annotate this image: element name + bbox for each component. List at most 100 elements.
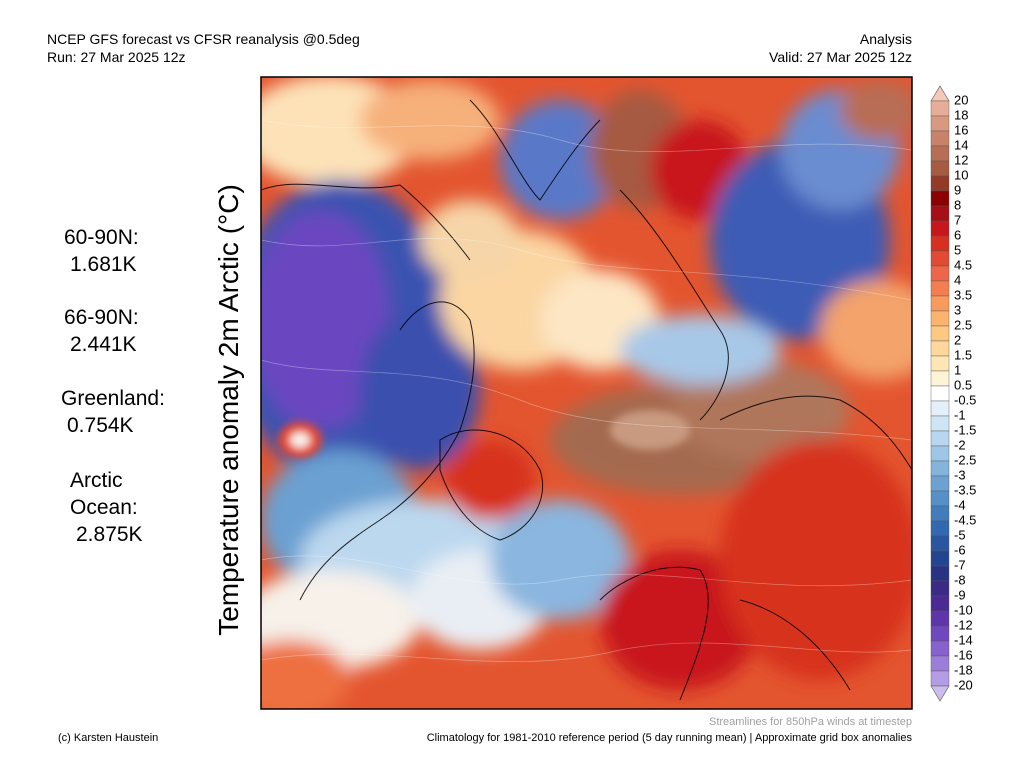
colorbar-segment [930,580,950,597]
colorbar-label: 2.5 [954,317,972,332]
colorbar-label: -5 [954,527,966,542]
colorbar-label: -4 [954,497,966,512]
colorbar-label: -18 [954,662,973,677]
colorbar-label: -7 [954,557,966,572]
colorbar-label: -16 [954,647,973,662]
colorbar-segment [930,310,950,327]
map-frame [260,76,913,710]
colorbar-cap [930,685,950,702]
colorbar-segment [930,250,950,267]
colorbar-segment [930,370,950,387]
colorbar-segment [930,670,950,687]
colorbar-segment [930,595,950,612]
colorbar-segment [930,385,950,402]
colorbar-label: 8 [954,197,961,212]
colorbar-segment [930,340,950,357]
stat-label: Greenland: [61,387,165,410]
colorbar-label: -10 [954,602,973,617]
stat-label: 60-90N: [64,226,139,249]
colorbar-segment [930,460,950,477]
colorbar-segment [930,610,950,627]
colorbar-label: -8 [954,572,966,587]
colorbar-segment [930,415,950,432]
stat-value: 0.754K [67,414,134,437]
colorbar-label: 4 [954,272,961,287]
colorbar-label: 1.5 [954,347,972,362]
colorbar-segment [930,325,950,342]
credit: (c) Karsten Haustein [58,732,158,744]
stat-value: 1.681K [70,253,137,276]
colorbar-segment [930,190,950,207]
colorbar-segment [930,400,950,417]
colorbar-label: -1 [954,407,966,422]
title: NCEP GFS forecast vs CFSR reanalysis @0.… [47,31,360,47]
colorbar-label: 16 [954,122,968,137]
colorbar-segment [930,145,950,162]
colorbar-label: 18 [954,107,968,122]
colorbar-label: -0.5 [954,392,976,407]
stat-value: 2.875K [76,523,143,546]
colorbar-label: -12 [954,617,973,632]
stats: 60-90N: 1.681K 66-90N: 2.441K Greenland: 0.75… [61,226,165,546]
colorbar-label: -2.5 [954,452,976,467]
streamline-note: Streamlines for 850hPa winds at timestep [709,716,912,728]
colorbar-segment [930,625,950,642]
colorbar-label: 4.5 [954,257,972,272]
colorbar-segment [930,100,950,117]
colorbar-segment [930,130,950,147]
colorbar-label: -4.5 [954,512,976,527]
colorbar-segment [930,265,950,282]
colorbar-segment [930,160,950,177]
colorbar-segment [930,205,950,222]
colorbar-label: -9 [954,587,966,602]
colorbar-segment [930,520,950,537]
colorbar-label: 5 [954,242,961,257]
colorbar-segment [930,550,950,567]
mode: Analysis [860,31,912,47]
stat-label: Ocean: [70,496,138,519]
colorbar-label: 10 [954,167,968,182]
colorbar-segment [930,490,950,507]
colorbar-label: -1.5 [954,422,976,437]
colorbar-label: 6 [954,227,961,242]
colorbar-label: 3.5 [954,287,972,302]
colorbar-label: 9 [954,182,961,197]
colorbar-segment [930,655,950,672]
colorbar-label: 20 [954,92,968,107]
colorbar-label: 1 [954,362,961,377]
stat-label: Arctic [70,469,123,492]
colorbar-segment [930,475,950,492]
colorbar-label: -3 [954,467,966,482]
colorbar-label: 0.5 [954,377,972,392]
colorbar-segment [930,640,950,657]
colorbar-segment [930,115,950,132]
map [261,77,912,709]
colorbar-segment [930,280,950,297]
colorbar-label: 3 [954,302,961,317]
colorbar-cap [930,85,950,102]
colorbar-label: 12 [954,152,968,167]
colorbar-segment [930,220,950,237]
colorbar: 201816141210987654.543.532.521.510.5-0.5… [930,85,976,702]
colorbar-segment [930,355,950,372]
colorbar-label: -6 [954,542,966,557]
colorbar-segment [930,430,950,447]
axis-label: Temperature anomaly 2m Arctic (°C) [213,184,244,636]
colorbar-segment [930,175,950,192]
climatology-note: Climatology for 1981-2010 reference peri… [427,732,913,744]
colorbar-segment [930,535,950,552]
colorbar-segment [930,445,950,462]
colorbar-segment [930,295,950,312]
colorbar-label: -14 [954,632,973,647]
colorbar-label: 7 [954,212,961,227]
stat-value: 2.441K [70,333,137,356]
run-time: Run: 27 Mar 2025 12z [47,49,186,65]
colorbar-label: 2 [954,332,961,347]
colorbar-label: -20 [954,677,973,692]
valid-time: Valid: 27 Mar 2025 12z [769,49,912,65]
colorbar-segment [930,565,950,582]
colorbar-segment [930,505,950,522]
colorbar-label: -2 [954,437,966,452]
colorbar-label: 14 [954,137,968,152]
colorbar-label: -3.5 [954,482,976,497]
